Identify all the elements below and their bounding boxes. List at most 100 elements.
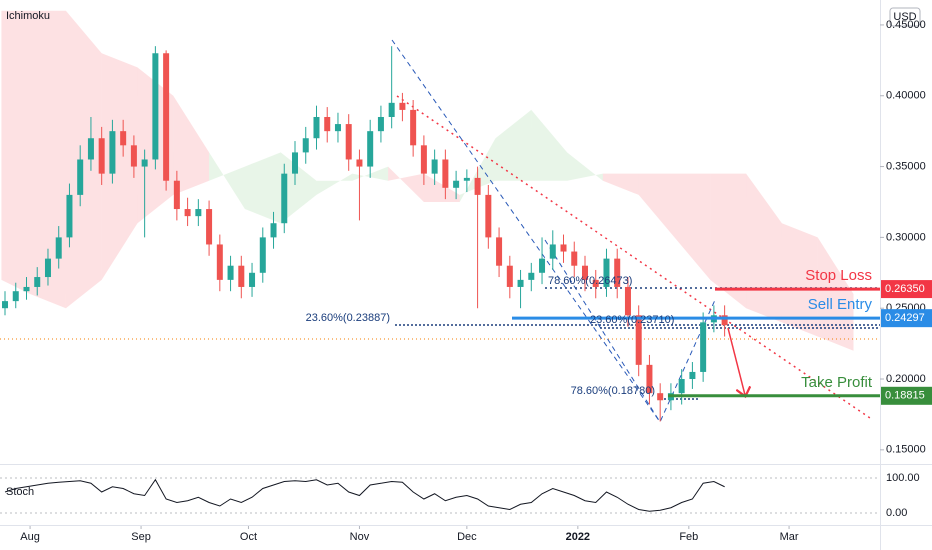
candle-body bbox=[152, 53, 159, 160]
candle-body bbox=[44, 258, 51, 278]
cloud-segment bbox=[423, 173, 460, 202]
cloud-segment bbox=[567, 152, 603, 181]
cloud-segment bbox=[531, 109, 568, 181]
candles bbox=[2, 46, 728, 422]
candle-body bbox=[87, 138, 94, 160]
candle-body bbox=[163, 53, 170, 181]
x-tick-label: 2022 bbox=[566, 531, 590, 543]
candle-body bbox=[270, 223, 277, 238]
candle-body bbox=[216, 244, 223, 280]
stoch-tick-label: 100.00 bbox=[886, 472, 920, 484]
cloud-segment bbox=[1, 10, 31, 295]
candle-body bbox=[2, 301, 9, 309]
candle-body bbox=[292, 152, 299, 174]
stoch-tick-label: 0.00 bbox=[886, 507, 907, 519]
level-price-tag bbox=[881, 386, 932, 405]
candle-body bbox=[120, 131, 127, 146]
candle-body bbox=[399, 102, 406, 110]
fib-label: 78.60%(0.26473) bbox=[548, 275, 632, 287]
level-name: Stop Loss bbox=[805, 267, 872, 284]
candle-body bbox=[109, 131, 116, 174]
cloud-segment bbox=[746, 173, 782, 323]
candle-body bbox=[474, 177, 481, 195]
cloud-segment bbox=[817, 237, 854, 351]
fib-leg bbox=[391, 39, 716, 424]
candle-body bbox=[442, 159, 449, 188]
candle-body bbox=[345, 124, 352, 160]
candle-body bbox=[281, 173, 288, 224]
level-price-tag bbox=[881, 280, 932, 299]
cloud-segment bbox=[638, 173, 675, 238]
candle-body bbox=[614, 258, 621, 287]
cloud-segment bbox=[209, 152, 245, 210]
x-tick-label: Aug bbox=[20, 531, 40, 543]
level-price-label: 0.24297 bbox=[885, 312, 925, 324]
candle-body bbox=[700, 322, 707, 372]
cloud-segment bbox=[173, 95, 210, 195]
cloud-segment bbox=[316, 173, 353, 195]
cloud-segment bbox=[710, 173, 747, 309]
candle-body bbox=[635, 315, 642, 365]
candle-body bbox=[721, 315, 728, 326]
cloud-segment bbox=[674, 173, 711, 280]
x-tick-label: Mar bbox=[780, 531, 799, 543]
trade-levels: Stop Loss Sell Entry Take Profit bbox=[512, 267, 880, 398]
level-price-label: 0.18815 bbox=[885, 390, 925, 402]
candle-body bbox=[302, 138, 309, 153]
x-tick-label: Sep bbox=[131, 531, 151, 543]
cloud-segment bbox=[65, 10, 102, 309]
currency-box bbox=[889, 7, 921, 27]
x-tick-label: Feb bbox=[679, 531, 698, 543]
cloud-segment bbox=[388, 166, 424, 202]
candle-body bbox=[420, 145, 427, 174]
candle-body bbox=[249, 272, 256, 287]
level-price-tag bbox=[881, 309, 932, 328]
fib-label: 23.60%(0.23710) bbox=[590, 314, 674, 326]
level-name: Sell Entry bbox=[808, 296, 873, 313]
candle-body bbox=[646, 364, 653, 394]
drawings bbox=[0, 39, 880, 424]
candle-body bbox=[324, 116, 331, 132]
y-tick-label: 0.35000 bbox=[886, 160, 926, 172]
candle-body bbox=[173, 180, 180, 210]
stoch-pane: Stoch bbox=[0, 477, 880, 514]
candle-body bbox=[23, 286, 30, 292]
candle-body bbox=[77, 159, 84, 195]
candle-body bbox=[388, 102, 395, 117]
candle-body bbox=[12, 291, 19, 302]
candle-body bbox=[453, 180, 460, 188]
currency: USD bbox=[893, 11, 916, 23]
y-tick-label: 0.20000 bbox=[886, 373, 926, 385]
candle-body bbox=[377, 116, 384, 132]
axes: USD 0.150000.200000.250000.300000.350000… bbox=[20, 7, 932, 543]
candle-body bbox=[356, 159, 363, 167]
y-tick-label: 0.30000 bbox=[886, 231, 926, 243]
candle-body bbox=[624, 286, 631, 316]
candle-body bbox=[528, 272, 535, 280]
candle-body bbox=[410, 109, 417, 146]
candle-body bbox=[34, 277, 41, 287]
candle-body bbox=[184, 209, 191, 217]
candle-body bbox=[506, 265, 513, 287]
candle-body bbox=[55, 237, 62, 259]
candle-body bbox=[367, 131, 374, 167]
candle-body bbox=[517, 279, 524, 287]
cloud-segment bbox=[602, 173, 639, 195]
y-tick-label: 0.15000 bbox=[886, 444, 926, 456]
cloud-segment bbox=[244, 152, 281, 224]
candle-body bbox=[66, 194, 73, 238]
candle-body bbox=[539, 258, 546, 273]
x-tick-label: Nov bbox=[350, 531, 370, 543]
candle-body bbox=[603, 258, 610, 287]
fib-label: 23.60%(0.23887) bbox=[306, 312, 390, 324]
candle-body bbox=[141, 159, 148, 167]
indicator-name: Ichimoku bbox=[6, 10, 50, 22]
cloud-segment bbox=[352, 166, 389, 181]
candle-body bbox=[485, 194, 492, 238]
candle-body bbox=[592, 279, 599, 287]
candle-body bbox=[463, 177, 470, 181]
candle-body bbox=[334, 124, 341, 132]
y-tick-label: 0.45000 bbox=[886, 19, 926, 31]
candle-body bbox=[571, 251, 578, 266]
y-tick-label: 0.40000 bbox=[886, 90, 926, 102]
